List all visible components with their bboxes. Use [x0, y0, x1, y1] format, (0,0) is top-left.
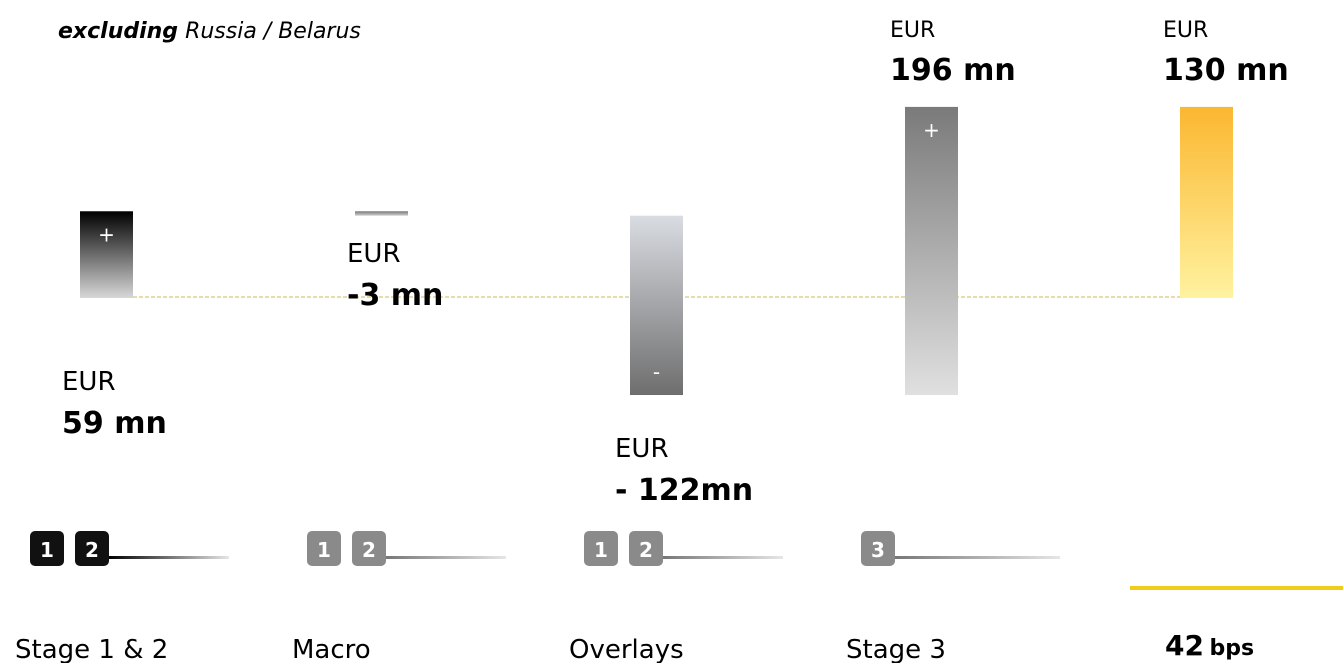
bar — [905, 106, 958, 396]
stage-number: 3 — [871, 538, 885, 562]
value-label: 196 mn — [890, 53, 1016, 88]
stage-line — [663, 556, 783, 559]
bar-sign: + — [98, 222, 115, 246]
x-tick-label: Macro — [292, 635, 371, 663]
unit-label: EUR — [1163, 18, 1208, 43]
x-tick-label: Stage 1 & 2 — [15, 635, 168, 663]
stage-badge — [30, 531, 64, 566]
x-tick-label: Stage 3 — [846, 635, 946, 663]
stage-line — [895, 556, 1060, 559]
stage-number: 1 — [40, 538, 54, 562]
value-label: 59 mn — [62, 406, 167, 441]
unit-label: EUR — [890, 18, 935, 43]
total-unit: bps — [1210, 636, 1255, 661]
bar — [80, 211, 133, 298]
total-value: 42 — [1165, 629, 1204, 662]
stage-line — [386, 556, 506, 559]
total-label: 42 bps — [1165, 629, 1254, 662]
stage-badge — [352, 531, 386, 566]
unit-label: EUR — [62, 367, 116, 397]
subtitle: excluding Russia / Belarus — [58, 19, 361, 44]
stage-badge — [307, 531, 341, 566]
subtitle-text: Russia / Belarus — [185, 19, 361, 44]
bar-sign: + — [923, 118, 940, 142]
total-line — [1130, 586, 1343, 590]
stage-badge — [861, 531, 895, 566]
unit-label: EUR — [615, 434, 669, 464]
bar — [630, 215, 683, 396]
stage-number: 2 — [362, 538, 376, 562]
subtitle-emphasis: excluding — [58, 19, 178, 44]
stage-line — [109, 556, 229, 559]
stage-number: 1 — [594, 538, 608, 562]
unit-label: EUR — [347, 239, 401, 269]
stage-number: 2 — [639, 538, 653, 562]
value-label: -3 mn — [347, 278, 443, 313]
bar — [355, 211, 408, 216]
stage-badge — [584, 531, 618, 566]
value-label: 130 mn — [1163, 53, 1289, 88]
bar — [1180, 106, 1233, 299]
stage-badge — [629, 531, 663, 566]
stage-number: 2 — [85, 538, 99, 562]
stage-badge — [75, 531, 109, 566]
bar-sign: - — [653, 360, 660, 384]
stage-number: 1 — [317, 538, 331, 562]
x-tick-label: Overlays — [569, 635, 684, 663]
value-label: - 122mn — [615, 473, 753, 508]
